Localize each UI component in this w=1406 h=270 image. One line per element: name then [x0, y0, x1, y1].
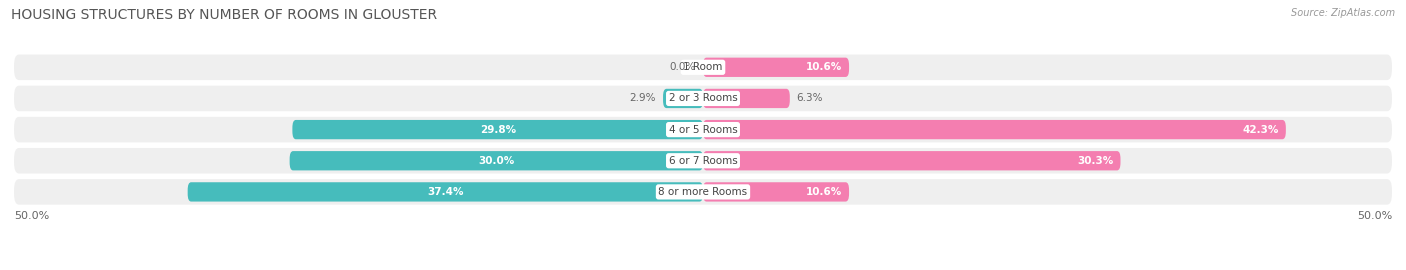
Text: 42.3%: 42.3% — [1243, 124, 1279, 135]
FancyBboxPatch shape — [14, 179, 1392, 205]
Text: 50.0%: 50.0% — [1357, 211, 1392, 221]
FancyBboxPatch shape — [703, 182, 849, 202]
Text: 10.6%: 10.6% — [806, 187, 842, 197]
FancyBboxPatch shape — [14, 86, 1392, 111]
Text: 1 Room: 1 Room — [683, 62, 723, 72]
Text: 50.0%: 50.0% — [14, 211, 49, 221]
Text: 30.0%: 30.0% — [478, 156, 515, 166]
Text: 2 or 3 Rooms: 2 or 3 Rooms — [669, 93, 737, 103]
FancyBboxPatch shape — [703, 151, 1121, 170]
Text: 10.6%: 10.6% — [806, 62, 842, 72]
Text: 30.3%: 30.3% — [1077, 156, 1114, 166]
Text: 37.4%: 37.4% — [427, 187, 464, 197]
FancyBboxPatch shape — [290, 151, 703, 170]
FancyBboxPatch shape — [14, 55, 1392, 80]
Text: 6.3%: 6.3% — [797, 93, 823, 103]
Text: Source: ZipAtlas.com: Source: ZipAtlas.com — [1291, 8, 1395, 18]
FancyBboxPatch shape — [703, 58, 849, 77]
Text: 2.9%: 2.9% — [630, 93, 657, 103]
Text: HOUSING STRUCTURES BY NUMBER OF ROOMS IN GLOUSTER: HOUSING STRUCTURES BY NUMBER OF ROOMS IN… — [11, 8, 437, 22]
Text: 6 or 7 Rooms: 6 or 7 Rooms — [669, 156, 737, 166]
FancyBboxPatch shape — [703, 120, 1286, 139]
Text: 8 or more Rooms: 8 or more Rooms — [658, 187, 748, 197]
Text: 4 or 5 Rooms: 4 or 5 Rooms — [669, 124, 737, 135]
FancyBboxPatch shape — [292, 120, 703, 139]
FancyBboxPatch shape — [187, 182, 703, 202]
FancyBboxPatch shape — [14, 148, 1392, 174]
Text: 0.0%: 0.0% — [669, 62, 696, 72]
Text: 29.8%: 29.8% — [479, 124, 516, 135]
FancyBboxPatch shape — [703, 89, 790, 108]
FancyBboxPatch shape — [14, 117, 1392, 142]
FancyBboxPatch shape — [664, 89, 703, 108]
